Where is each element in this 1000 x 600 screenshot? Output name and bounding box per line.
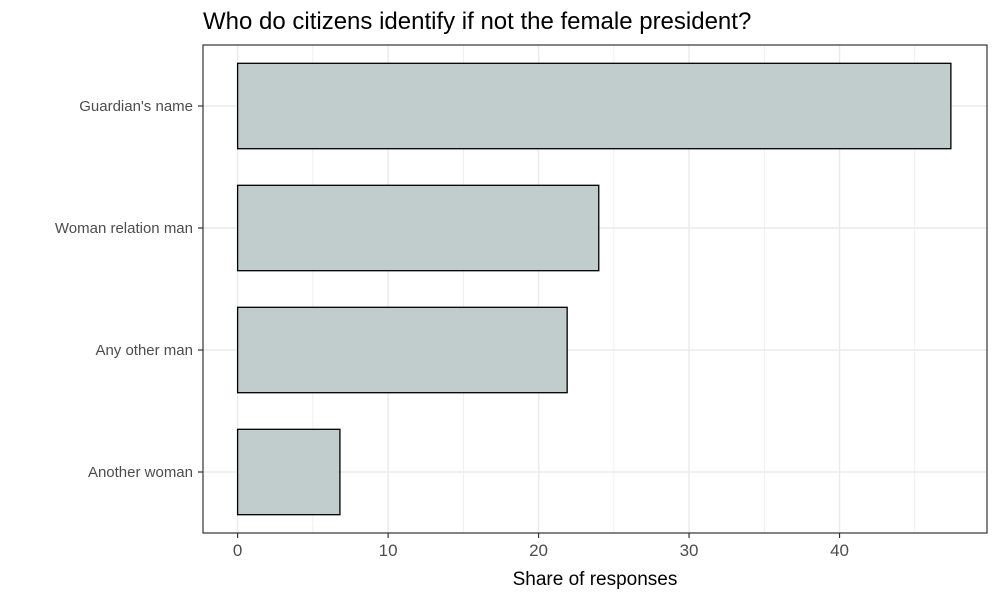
x-tick-label: 40 [830, 541, 849, 560]
bars [236, 62, 952, 516]
y-tick-label: Any other man [95, 342, 193, 359]
panel-border [202, 44, 988, 534]
x-axis-label: Share of responses [513, 569, 678, 590]
x-tick-label: 10 [379, 541, 398, 560]
chart-title: Who do citizens identify if not the fema… [203, 8, 751, 35]
x-tick-label: 30 [680, 541, 699, 560]
x-tick-label: 20 [529, 541, 548, 560]
bar [236, 428, 341, 516]
x-axis: 0 10 20 30 40 [233, 533, 849, 560]
bar [236, 184, 600, 272]
y-axis: Guardian's name Woman relation man Any oth… [55, 98, 203, 481]
y-tick-label: Guardian's name [79, 98, 193, 115]
bar [236, 306, 568, 394]
bar [236, 62, 952, 150]
y-tick-label: Woman relation man [55, 220, 193, 237]
y-tick-label: Another woman [88, 464, 193, 481]
x-tick-label: 0 [233, 541, 242, 560]
